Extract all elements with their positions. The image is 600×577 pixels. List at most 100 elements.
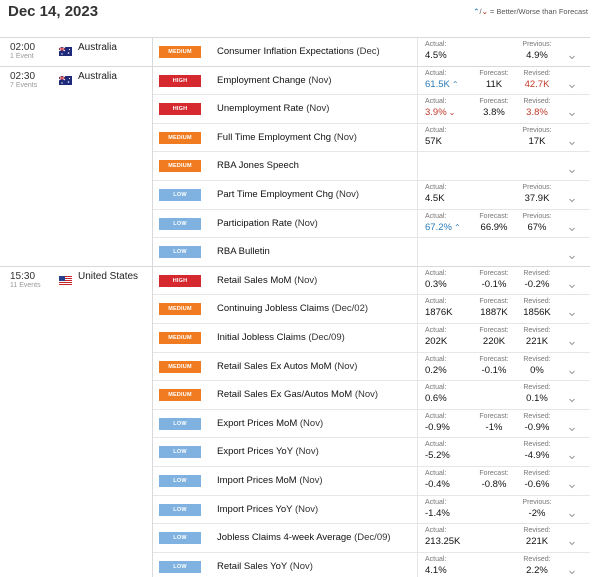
event-name[interactable]: Consumer Inflation Expectations (Dec)	[217, 46, 380, 57]
event-name[interactable]: RBA Jones Speech	[217, 160, 299, 171]
chevron-down-icon[interactable]	[568, 477, 576, 489]
actual-cell: Actual: 57K	[425, 127, 485, 147]
previous-label: Revised:	[523, 384, 551, 392]
actual-label: Actual:	[425, 384, 447, 392]
previous-label: Revised:	[523, 298, 551, 306]
actual-number: 0.3%	[425, 278, 447, 290]
actual-value: 0.3%	[425, 279, 485, 290]
event-name[interactable]: RBA Bulletin	[217, 246, 270, 257]
event-row[interactable]: LOW Import Prices MoM (Nov) Actual: -0.4% Fo…	[153, 466, 590, 496]
previous-cell: Revised: 42.7K	[513, 70, 561, 90]
event-row[interactable]: MEDIUM RBA Jones Speech	[153, 152, 590, 181]
chevron-down-icon[interactable]	[568, 305, 576, 317]
event-row[interactable]: LOW Participation Rate (Nov) Actual: 67.2% ⌃…	[153, 209, 590, 239]
actual-cell: Actual: 213.25K	[425, 527, 485, 547]
event-row[interactable]: LOW RBA Bulletin	[153, 238, 590, 267]
event-name[interactable]: Retail Sales Ex Autos MoM (Nov)	[217, 361, 357, 372]
group-meta: 02:30 7 Events Australia	[0, 66, 153, 266]
event-name[interactable]: Part Time Employment Chg (Nov)	[217, 189, 359, 200]
event-name[interactable]: Jobless Claims 4-week Average (Dec/09)	[217, 532, 391, 543]
event-row[interactable]: LOW Import Prices YoY (Nov) Actual: -1.4% Pr…	[153, 495, 590, 525]
event-name[interactable]: Unemployment Rate (Nov)	[217, 103, 329, 114]
impact-badge: LOW	[159, 474, 201, 487]
event-title: Continuing Jobless Claims	[217, 303, 329, 315]
group-meta: 02:00 1 Event Australia	[0, 38, 153, 66]
chevron-down-icon[interactable]	[568, 48, 576, 60]
event-name[interactable]: Import Prices YoY (Nov)	[217, 504, 318, 515]
chevron-down-icon[interactable]	[568, 162, 576, 174]
impact-badge: LOW	[159, 417, 201, 430]
actual-value: 4.5K	[425, 193, 485, 204]
forecast-cell	[471, 127, 517, 136]
actual-number: 213.25K	[425, 536, 461, 548]
event-title: Retail Sales Ex Autos MoM	[217, 360, 332, 372]
previous-cell: Revised: -0.9%	[513, 413, 561, 433]
event-row[interactable]: LOW Jobless Claims 4-week Average (Dec/09…	[153, 524, 590, 553]
event-name[interactable]: Continuing Jobless Claims (Dec/02)	[217, 303, 368, 314]
actual-label: Actual:	[425, 469, 447, 477]
event-row[interactable]: HIGH Retail Sales MoM (Nov) Actual: 0.3% For…	[153, 266, 590, 296]
actual-number: 0.6%	[425, 393, 447, 405]
event-name[interactable]: Export Prices MoM (Nov)	[217, 418, 323, 429]
event-row[interactable]: LOW Retail Sales YoY (Nov) Actual: 4.1% Revi…	[153, 552, 590, 577]
chevron-down-icon[interactable]	[568, 534, 576, 546]
event-row[interactable]: LOW Part Time Employment Chg (Nov) Actual:…	[153, 180, 590, 210]
event-name[interactable]: Import Prices MoM (Nov)	[217, 475, 323, 486]
event-row[interactable]: HIGH Unemployment Rate (Nov) Actual: 3.9% ⌄ F…	[153, 95, 590, 124]
chevron-down-icon[interactable]	[568, 134, 576, 145]
previous-cell: Revised: 221K	[513, 327, 561, 347]
actual-value: 0.2%	[425, 365, 485, 376]
actual-value: 57K	[425, 136, 485, 147]
column-divider	[417, 123, 418, 152]
event-period: (Nov)	[354, 389, 379, 401]
chevron-down-icon[interactable]	[568, 420, 576, 432]
event-row[interactable]: MEDIUM Retail Sales Ex Autos MoM (Nov) Act…	[153, 352, 590, 382]
event-name[interactable]: Full Time Employment Chg (Nov)	[217, 132, 357, 143]
forecast-label	[471, 556, 517, 565]
event-row[interactable]: MEDIUM Initial Jobless Claims (Dec/09) Act…	[153, 323, 590, 353]
previous-label: Revised:	[523, 441, 551, 449]
event-row[interactable]: HIGH Employment Change (Nov) Actual: 61.5K ⌃…	[153, 66, 590, 96]
forecast-label: Forecast:	[479, 326, 509, 334]
event-row[interactable]: MEDIUM Full Time Employment Chg (Nov) Actu…	[153, 123, 590, 153]
event-name[interactable]: Initial Jobless Claims (Dec/09)	[217, 332, 345, 343]
event-period: (Nov)	[299, 417, 324, 429]
chevron-down-icon[interactable]	[568, 220, 576, 231]
chevron-down-icon[interactable]	[568, 448, 576, 460]
event-row[interactable]: LOW Export Prices MoM (Nov) Actual: -0.9% Fo…	[153, 409, 590, 439]
event-name[interactable]: Retail Sales Ex Gas/Autos MoM (Nov)	[217, 389, 378, 400]
actual-number: 61.5K	[425, 78, 450, 90]
chevron-down-icon[interactable]	[568, 277, 576, 289]
actual-label: Actual:	[425, 555, 447, 563]
event-row[interactable]: LOW Export Prices YoY (Nov) Actual: -5.2% Re…	[153, 438, 590, 467]
chevron-down-icon[interactable]	[568, 363, 576, 374]
chevron-down-icon[interactable]	[568, 248, 576, 260]
event-row[interactable]: MEDIUM Retail Sales Ex Gas/Autos MoM (Nov…	[153, 381, 590, 410]
event-title: Export Prices YoY	[217, 446, 293, 458]
actual-value: 4.1%	[425, 565, 485, 576]
event-row[interactable]: MEDIUM Consumer Inflation Expectations (D…	[153, 38, 590, 67]
event-time: 02:00	[10, 42, 36, 53]
impact-badge: MEDIUM	[159, 160, 201, 173]
chevron-down-icon[interactable]	[568, 334, 576, 346]
event-row[interactable]: MEDIUM Continuing Jobless Claims (Dec/02)…	[153, 295, 590, 324]
chevron-down-icon[interactable]	[568, 506, 576, 517]
event-name[interactable]: Retail Sales MoM (Nov)	[217, 275, 317, 286]
chevron-down-icon[interactable]	[568, 563, 576, 575]
event-group: 02:30 7 Events Australia HIGH Employment Cha…	[0, 65, 590, 267]
previous-value: 0.1%	[526, 393, 548, 405]
event-name[interactable]: Employment Change (Nov)	[217, 75, 332, 86]
event-name[interactable]: Retail Sales YoY (Nov)	[217, 561, 313, 572]
event-name[interactable]: Participation Rate (Nov)	[217, 218, 318, 229]
chevron-down-icon[interactable]	[568, 105, 576, 117]
chevron-down-icon[interactable]	[568, 191, 576, 203]
event-title: RBA Bulletin	[217, 246, 270, 258]
event-name[interactable]: Export Prices YoY (Nov)	[217, 446, 319, 457]
forecast-label	[471, 127, 517, 136]
actual-number: 4.5K	[425, 192, 445, 204]
actual-value: 61.5K ⌃	[425, 79, 485, 90]
impact-badge: LOW	[159, 188, 201, 201]
previous-value: 221K	[525, 536, 549, 548]
chevron-down-icon[interactable]	[568, 77, 576, 88]
chevron-down-icon[interactable]	[568, 391, 576, 403]
